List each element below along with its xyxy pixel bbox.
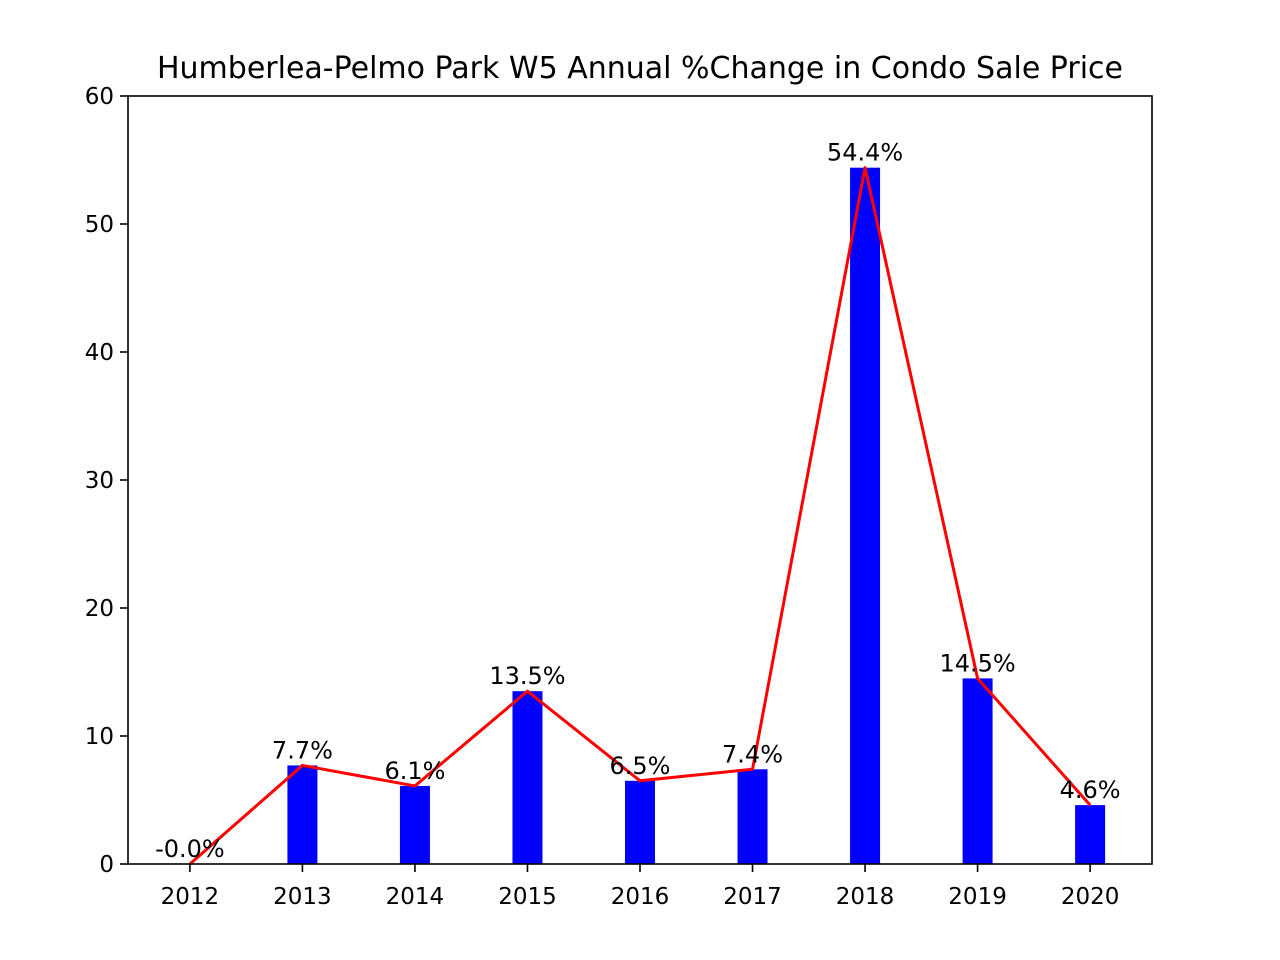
bar-2020 [1075,805,1106,864]
bar-2015 [512,691,543,864]
data-label-2020: 4.6% [1060,776,1121,804]
x-tick-label: 2013 [273,884,332,910]
trend-line [188,166,1092,866]
bar-group [287,167,1106,864]
bar-2017 [737,769,768,864]
chart-title: Humberlea-Pelmo Park W5 Annual %Change i… [157,51,1123,86]
x-tick-label: 2017 [723,884,782,910]
x-tick-label: 2018 [836,884,895,910]
bar-2014 [399,785,430,864]
data-label-2019: 14.5% [939,649,1015,677]
bar-2016 [625,780,655,864]
x-tick-label: 2016 [611,884,670,910]
trend-line-group [188,166,1092,866]
data-label-2015: 13.5% [489,662,565,690]
y-tick-label: 20 [85,596,114,622]
data-label-2014: 6.1% [384,757,445,785]
data-label-2013: 7.7% [272,736,333,764]
y-tick-label: 0 [99,852,114,878]
x-tick-label: 2012 [161,884,220,910]
data-label-2018: 54.4% [827,139,903,167]
x-tick-label: 2019 [948,884,1007,910]
plot-frame [127,95,1153,865]
data-label-2017: 7.4% [722,740,783,768]
x-tick-label: 2014 [386,884,445,910]
bar-2019 [962,678,993,864]
x-tick-label: 2020 [1061,884,1120,910]
y-tick-label: 10 [85,724,114,750]
y-tick-label: 60 [85,84,114,110]
bar-2013 [287,765,318,864]
y-tick-label: 40 [85,340,114,366]
x-tick-label: 2015 [498,884,557,910]
x-axis: 2012 2013 2014 2015 2016 2017 2018 2019 2020 [161,864,1120,910]
data-label-2016: 6.5% [610,752,671,780]
data-label-2012: -0.0% [155,835,225,863]
y-tick-label: 30 [85,468,114,494]
data-label-group: -0.0% 7.7% 6.1% 13.5% 6.5% 7.4% 54.4% 14.5% 4.6% [155,139,1121,863]
y-axis: 0 10 20 30 40 50 60 [85,84,128,878]
bar-2018 [850,167,881,864]
y-tick-label: 50 [85,212,114,238]
